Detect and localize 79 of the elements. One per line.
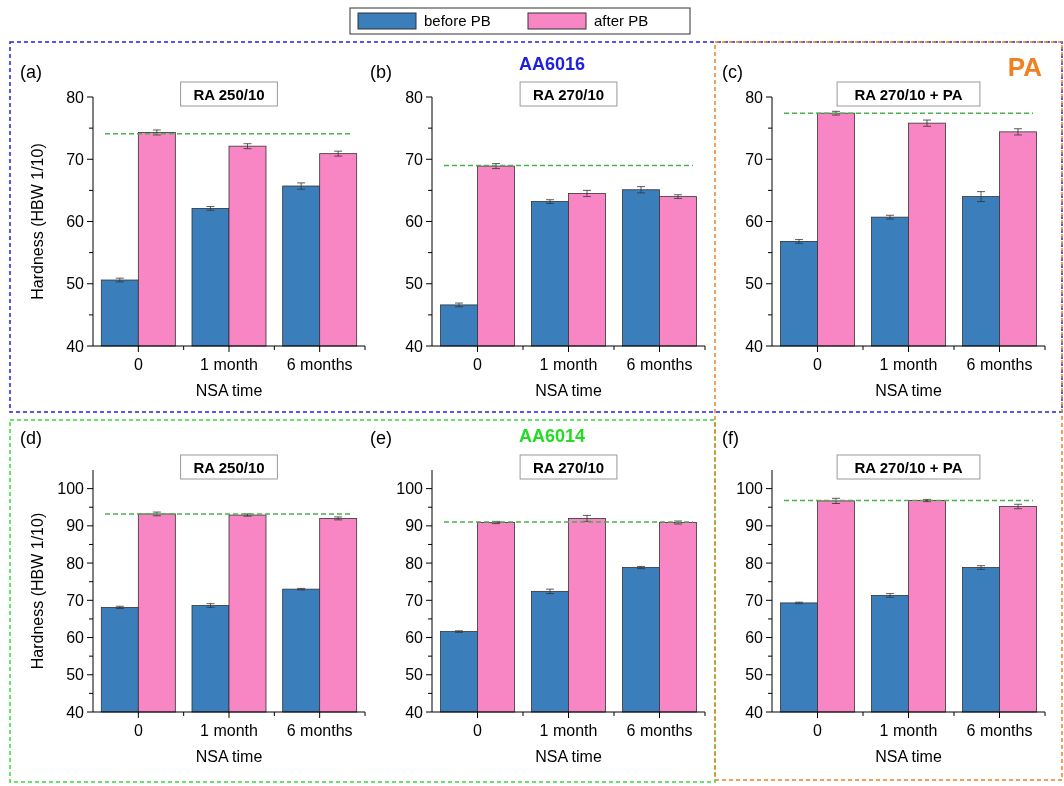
y-tick-label: 50 [745, 275, 764, 293]
y-tick-label: 50 [66, 666, 85, 684]
y-tick-label: 70 [745, 150, 764, 168]
text: (a) [20, 62, 42, 82]
chart-title: RA 270/10 [532, 459, 605, 476]
y-tick-label: 50 [405, 666, 424, 684]
y-axis-title: Hardness (HBW 1/10) [29, 512, 46, 670]
chart-title: RA 250/10 [193, 459, 265, 476]
y-tick-label: 90 [745, 517, 764, 535]
y-tick-label: 70 [745, 591, 764, 609]
x-axis-title: NSA time [195, 748, 263, 765]
x-tick-label: 1 month [539, 722, 598, 739]
y-tick-label: 40 [66, 337, 85, 355]
x-tick-label: 1 month [539, 356, 598, 373]
text: (e) [370, 428, 392, 448]
y-tick-label: 40 [745, 703, 764, 721]
y-tick-label: 40 [745, 337, 764, 355]
y-tick-label: 100 [396, 480, 424, 498]
y-tick-label: 100 [736, 480, 764, 498]
chart-title: RA 270/10 + PA [854, 459, 963, 476]
x-tick-label: 1 month [200, 722, 258, 739]
y-tick-label: 70 [66, 591, 85, 609]
y-tick-label: 40 [405, 337, 424, 355]
x-tick-label: 1 month [879, 356, 938, 373]
text: (f) [722, 428, 739, 448]
y-tick-label: 80 [745, 88, 764, 106]
chart-title: RA 250/10 [193, 86, 265, 103]
y-tick-label: 60 [405, 629, 424, 647]
x-tick-label: 6 months [626, 356, 693, 373]
y-axis-title: Hardness (HBW 1/10) [29, 143, 46, 300]
y-tick-label: 50 [66, 275, 85, 293]
y-tick-label: 60 [745, 629, 764, 647]
text: (d) [20, 428, 42, 448]
x-axis-title: NSA time [535, 748, 602, 765]
y-tick-label: 50 [405, 275, 424, 293]
y-tick-label: 70 [405, 591, 424, 609]
y-tick-label: 60 [66, 213, 85, 231]
x-tick-label: 6 months [966, 722, 1033, 739]
text: (b) [370, 62, 392, 82]
y-tick-label: 70 [405, 150, 424, 168]
y-tick-label: 100 [57, 480, 85, 498]
x-tick-label: 6 months [966, 356, 1033, 373]
text: PA [1007, 52, 1043, 82]
x-tick-label: 0 [133, 356, 143, 373]
x-tick-label: 1 month [200, 356, 258, 373]
legend-label: after PB [594, 12, 649, 29]
x-tick-label: 0 [473, 356, 483, 373]
x-axis-title: NSA time [535, 382, 602, 399]
x-tick-label: 6 months [286, 356, 353, 373]
x-axis-title: NSA time [875, 748, 942, 765]
x-tick-label: 0 [813, 356, 823, 373]
text: AA6016 [518, 54, 586, 74]
text: AA6014 [518, 426, 586, 446]
x-tick-label: 6 months [286, 722, 353, 739]
y-tick-label: 90 [66, 517, 85, 535]
y-tick-label: 80 [66, 88, 85, 106]
x-axis-title: NSA time [195, 382, 263, 399]
legend-label: before PB [424, 12, 491, 29]
x-tick-label: 6 months [626, 722, 693, 739]
y-tick-label: 80 [745, 554, 764, 572]
x-tick-label: 0 [473, 722, 483, 739]
y-tick-label: 60 [66, 629, 85, 647]
text: (c) [722, 62, 743, 82]
y-tick-label: 70 [66, 150, 85, 168]
x-axis-title: NSA time [875, 382, 942, 399]
y-tick-label: 60 [405, 213, 424, 231]
y-tick-label: 90 [405, 517, 424, 535]
x-tick-label: 0 [813, 722, 823, 739]
chart-title: RA 270/10 + PA [854, 86, 963, 103]
x-tick-label: 1 month [879, 722, 938, 739]
y-tick-label: 80 [405, 554, 424, 572]
y-tick-label: 80 [66, 554, 85, 572]
x-tick-label: 0 [133, 722, 143, 739]
y-tick-label: 80 [405, 88, 424, 106]
y-tick-label: 50 [745, 666, 764, 684]
y-tick-label: 40 [405, 703, 424, 721]
chart-title: RA 270/10 [532, 86, 605, 103]
y-tick-label: 60 [745, 213, 764, 231]
y-tick-label: 40 [66, 703, 85, 721]
